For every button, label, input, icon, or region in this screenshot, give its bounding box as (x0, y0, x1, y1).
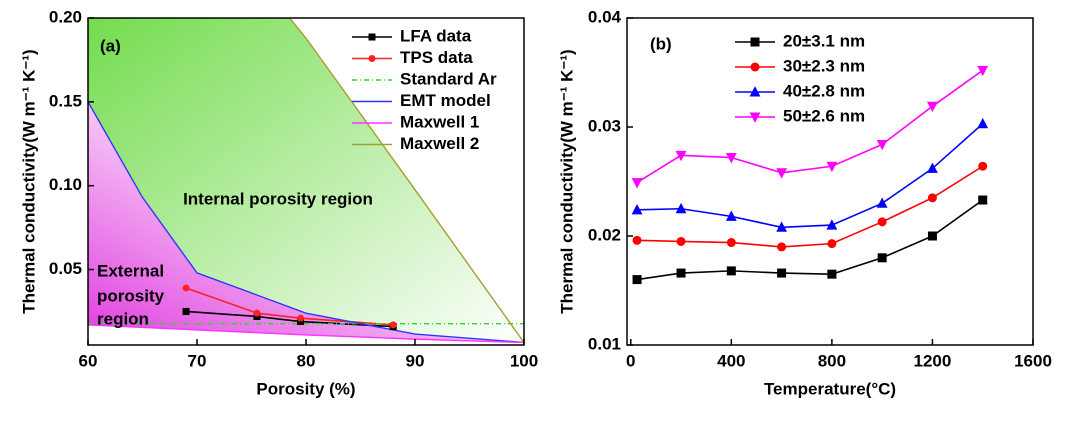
legend-label: 30±2.3 nm (783, 56, 865, 75)
x-tick-label: 1200 (914, 351, 952, 370)
legend-label: LFA data (400, 26, 472, 45)
x-axis-label: Temperature(°C) (764, 379, 896, 398)
marker (777, 268, 787, 278)
marker (927, 231, 937, 241)
x-tick-label: 1600 (1014, 351, 1052, 370)
legend-label: EMT model (400, 91, 491, 110)
y-tick-label: 0.15 (49, 91, 82, 110)
legend-label: 40±2.8 nm (783, 81, 865, 100)
y-axis-label: Thermal conductivity(W m⁻¹ K⁻¹) (19, 49, 38, 313)
x-tick-label: 400 (717, 351, 745, 370)
marker (927, 101, 938, 113)
x-axis-label: Porosity (%) (256, 379, 355, 398)
legend-label: Standard Ar (400, 69, 497, 88)
marker (776, 168, 788, 179)
marker (297, 314, 305, 322)
y-tick-label: 0.02 (588, 225, 621, 244)
legend-label: Maxwell 1 (400, 112, 479, 131)
annotation: External (97, 261, 164, 280)
y-tick-label: 0.01 (588, 334, 621, 353)
x-tick-label: 800 (818, 351, 846, 370)
marker (977, 117, 989, 129)
marker (389, 321, 397, 329)
legend-label: 20±3.1 nm (783, 31, 865, 50)
x-tick-label: 90 (406, 351, 425, 370)
marker (877, 217, 887, 227)
y-tick-label: 0.03 (588, 116, 621, 135)
series-line (88, 101, 524, 344)
marker (182, 307, 190, 315)
external-region (88, 101, 524, 343)
marker (725, 153, 737, 164)
marker (826, 161, 838, 173)
marker (978, 161, 988, 171)
marker (253, 309, 261, 317)
legend-label: 50±2.6 nm (783, 106, 865, 125)
marker (927, 162, 938, 173)
plot-frame (626, 17, 1034, 346)
y-tick-label: 0.20 (49, 7, 82, 26)
legend-label: Maxwell 2 (400, 134, 479, 153)
marker (725, 210, 737, 221)
series-line (637, 123, 984, 229)
x-tick-label: 80 (297, 351, 316, 370)
marker (631, 203, 643, 215)
x-tick-label: 0 (626, 351, 635, 370)
marker (826, 219, 838, 230)
marker (877, 253, 887, 263)
annotation: porosity (97, 286, 165, 305)
marker (726, 238, 736, 248)
marker (726, 266, 736, 276)
legend-marker (750, 37, 760, 47)
marker (827, 269, 837, 279)
y-tick-label: 0.05 (49, 259, 82, 278)
series-line (88, 324, 524, 344)
marker (676, 236, 686, 246)
series-line (289, 18, 524, 343)
marker (776, 221, 788, 232)
marker (676, 268, 686, 278)
legend-marker (368, 55, 376, 62)
marker (632, 275, 642, 285)
marker (675, 202, 687, 214)
plot-area (88, 18, 524, 344)
y-axis-label: Thermal conductivity(W m⁻¹ K⁻¹) (557, 49, 576, 313)
marker (182, 284, 190, 292)
marker (675, 150, 687, 162)
internal-region (88, 18, 524, 343)
annotation: (a) (100, 36, 121, 55)
legend-marker (750, 62, 760, 72)
legend-marker (749, 112, 761, 123)
marker (827, 239, 837, 249)
y-tick-label: 0.10 (49, 175, 82, 194)
x-tick-label: 100 (510, 351, 538, 370)
marker (977, 65, 989, 77)
legend-marker (749, 86, 761, 97)
x-tick-label: 70 (188, 351, 207, 370)
marker (632, 235, 642, 245)
x-tick-label: 60 (79, 351, 98, 370)
series-line (186, 310, 394, 328)
series-line (636, 199, 984, 281)
annotation: (b) (650, 34, 672, 53)
marker (876, 197, 888, 208)
marker (631, 178, 643, 189)
marker (876, 139, 888, 151)
series-line (637, 165, 984, 248)
series-line (636, 69, 984, 184)
legend-marker (368, 33, 376, 41)
annotation: Internal porosity region (183, 189, 373, 208)
annotation: region (97, 309, 149, 328)
y-tick-label: 0.04 (588, 7, 622, 26)
marker (927, 193, 937, 203)
marker (777, 242, 787, 252)
legend-label: TPS data (400, 48, 473, 67)
marker (978, 195, 988, 205)
plot-area (636, 69, 984, 281)
